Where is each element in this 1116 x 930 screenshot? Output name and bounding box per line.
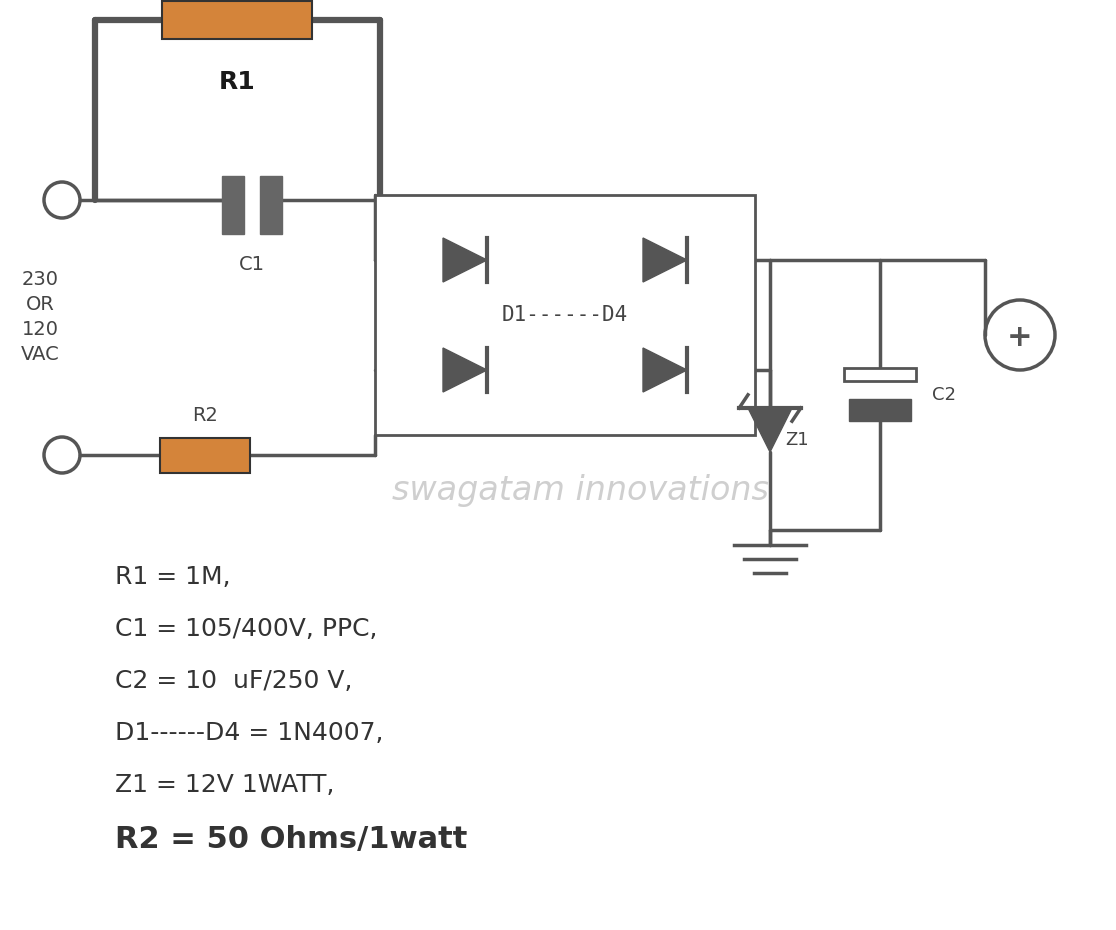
Text: C2 = 10  uF/250 V,: C2 = 10 uF/250 V, <box>115 669 353 693</box>
Text: Z1: Z1 <box>785 431 809 449</box>
Polygon shape <box>443 348 487 392</box>
Text: R1: R1 <box>219 70 256 94</box>
Polygon shape <box>643 238 687 282</box>
Text: +: + <box>1007 323 1032 352</box>
Bar <box>222 176 244 234</box>
Text: C1: C1 <box>239 255 264 274</box>
Text: R2: R2 <box>192 406 218 425</box>
Bar <box>375 195 756 435</box>
Bar <box>844 368 916 381</box>
Bar <box>162 1 312 39</box>
Bar <box>260 176 282 234</box>
Text: D1------D4 = 1N4007,: D1------D4 = 1N4007, <box>115 721 384 745</box>
Text: D1------D4: D1------D4 <box>502 305 628 325</box>
Text: 230
OR
120
VAC: 230 OR 120 VAC <box>20 270 59 364</box>
Text: C1 = 105/400V, PPC,: C1 = 105/400V, PPC, <box>115 617 377 641</box>
Text: R1 = 1M,: R1 = 1M, <box>115 565 231 589</box>
Text: swagatam innovations: swagatam innovations <box>392 473 769 507</box>
Polygon shape <box>643 348 687 392</box>
Text: C2: C2 <box>932 386 956 404</box>
Polygon shape <box>748 408 792 452</box>
Bar <box>849 399 911 421</box>
Polygon shape <box>443 238 487 282</box>
Bar <box>160 437 250 472</box>
Text: Z1 = 12V 1WATT,: Z1 = 12V 1WATT, <box>115 773 335 797</box>
Text: R2 = 50 Ohms/1watt: R2 = 50 Ohms/1watt <box>115 825 468 854</box>
